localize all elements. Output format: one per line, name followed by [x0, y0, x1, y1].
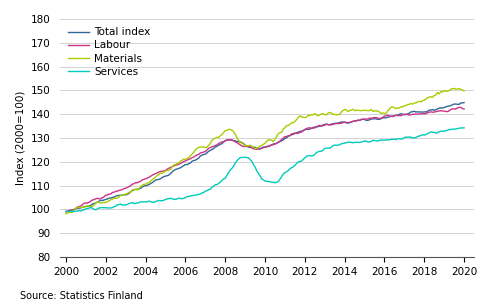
Services [358, 140, 364, 144]
Labour [461, 107, 467, 111]
Line: Labour: Labour [66, 107, 464, 212]
Services [109, 206, 115, 209]
Materials [290, 121, 296, 124]
Total index [456, 102, 462, 106]
Labour [456, 105, 462, 109]
Labour [383, 114, 389, 118]
Services [461, 126, 467, 130]
Total index [290, 132, 296, 136]
Line: Total index: Total index [66, 102, 464, 212]
Services [215, 181, 221, 185]
Total index [461, 101, 467, 104]
Labour [290, 132, 296, 135]
Labour [63, 210, 69, 214]
Materials [458, 88, 464, 91]
Total index [383, 116, 389, 119]
Labour [356, 119, 362, 122]
Materials [356, 109, 362, 112]
Total index [63, 210, 69, 213]
Line: Services: Services [66, 128, 464, 212]
Materials [451, 87, 457, 90]
Total index [214, 144, 220, 148]
Text: Source: Statistics Finland: Source: Statistics Finland [20, 291, 142, 301]
Materials [63, 212, 69, 216]
Labour [108, 192, 114, 196]
Services [458, 126, 464, 130]
Services [385, 138, 391, 142]
Materials [383, 112, 389, 115]
Services [67, 210, 72, 213]
Y-axis label: Index (2000=100): Index (2000=100) [15, 91, 25, 185]
Legend: Total index, Labour, Materials, Services: Total index, Labour, Materials, Services [65, 24, 154, 80]
Total index [356, 119, 362, 122]
Services [292, 164, 298, 167]
Materials [214, 136, 220, 139]
Materials [108, 198, 114, 202]
Line: Materials: Materials [66, 88, 464, 214]
Materials [461, 89, 467, 93]
Labour [214, 143, 220, 147]
Services [63, 209, 69, 213]
Labour [458, 105, 464, 109]
Services [459, 126, 465, 130]
Total index [108, 196, 114, 200]
